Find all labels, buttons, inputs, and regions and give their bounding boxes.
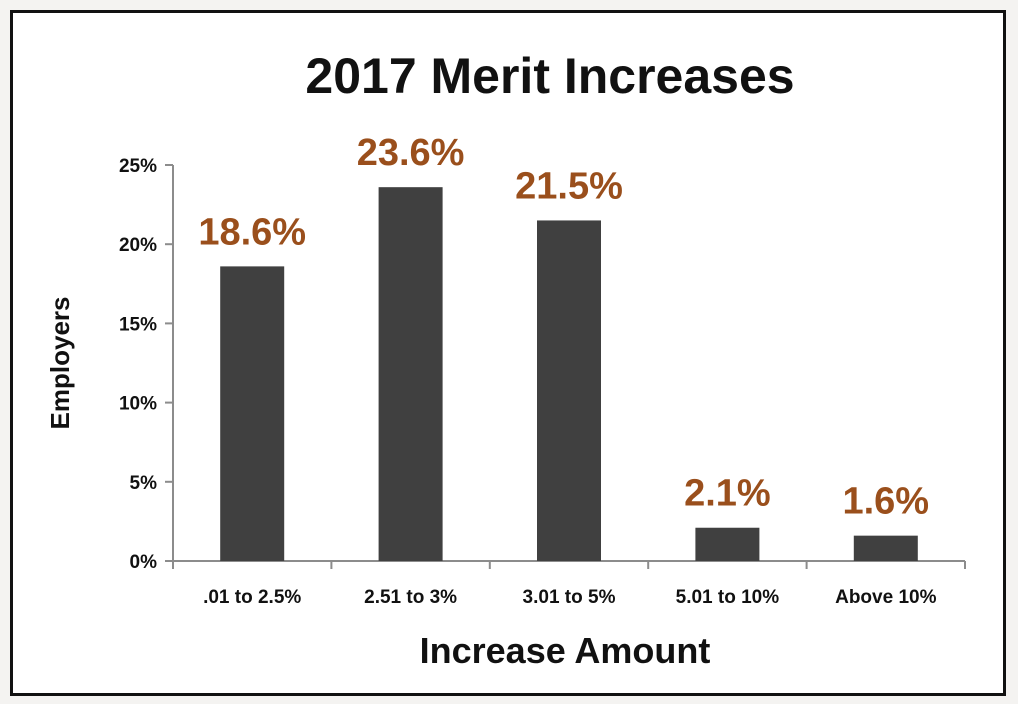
data-labels: 18.6% 23.6% 21.5% 2.1% 1.6% — [198, 132, 929, 522]
chart-title: 2017 Merit Increases — [305, 48, 794, 104]
data-label: 2.1% — [684, 473, 771, 515]
y-tick-label: 0% — [130, 552, 158, 573]
y-axis: 0% 5% 10% 15% 20% 25% — [119, 156, 174, 573]
y-tick-label: 25% — [119, 156, 157, 177]
bar — [220, 266, 285, 561]
y-axis-title: Employers — [45, 297, 75, 430]
bars — [220, 187, 918, 561]
y-tick-label: 15% — [119, 314, 157, 335]
x-tick-label: Above 10% — [835, 587, 936, 608]
data-label: 18.6% — [198, 211, 306, 253]
x-axis-title: Increase Amount — [420, 630, 711, 671]
data-label: 21.5% — [515, 165, 623, 207]
x-tick-label: 2.51 to 3% — [364, 587, 457, 608]
data-label: 23.6% — [357, 132, 465, 174]
y-tick-label: 20% — [119, 235, 157, 256]
x-axis: .01 to 2.5% 2.51 to 3% 3.01 to 5% 5.01 to 1… — [172, 560, 966, 608]
bar — [378, 187, 443, 561]
y-tick-label: 10% — [119, 394, 157, 415]
x-tick-label: 5.01 to 10% — [676, 587, 780, 608]
bar — [853, 535, 918, 561]
bar-chart: 2017 Merit Increases Employers Increase … — [45, 48, 966, 671]
data-label: 1.6% — [842, 481, 929, 523]
x-tick-label: 3.01 to 5% — [523, 587, 616, 608]
bar — [537, 220, 601, 561]
chart-frame: 2017 Merit Increases Employers Increase … — [10, 10, 1006, 696]
bar — [695, 527, 760, 561]
y-tick-label: 5% — [130, 473, 158, 494]
x-tick-label: .01 to 2.5% — [203, 587, 301, 608]
